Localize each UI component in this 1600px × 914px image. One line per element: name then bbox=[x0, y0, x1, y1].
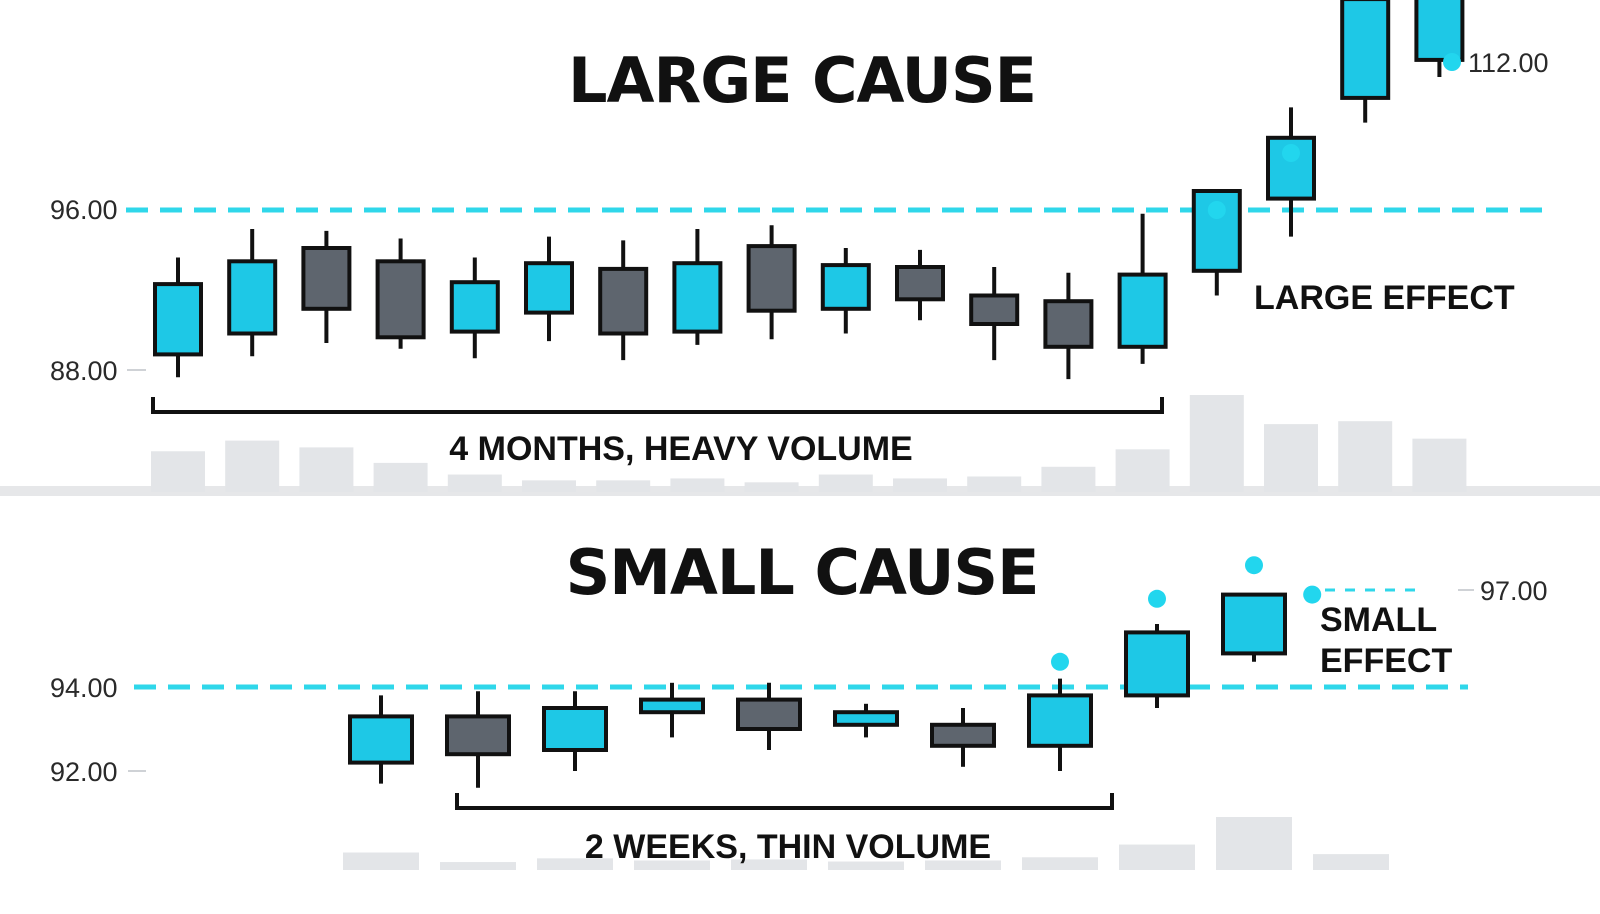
candle-body bbox=[746, 244, 797, 313]
volume-bar bbox=[522, 480, 576, 492]
breakout-marker-dot bbox=[1148, 589, 1166, 608]
candle-body bbox=[969, 293, 1020, 326]
chart-title: SMALL CAUSE bbox=[566, 536, 1039, 609]
volume-bar bbox=[670, 478, 725, 492]
candle-body bbox=[1117, 272, 1168, 349]
range-label: 4 MONTHS, HEAVY VOLUME bbox=[449, 430, 912, 468]
breakout-markers bbox=[1051, 556, 1322, 671]
breakout-marker-dot bbox=[1303, 585, 1322, 604]
candle-body bbox=[1043, 299, 1094, 349]
chart-title: LARGE CAUSE bbox=[568, 44, 1036, 117]
candle-body bbox=[1414, 0, 1465, 62]
range-bracket bbox=[151, 397, 1164, 414]
effect-label-line-2: EFFECT bbox=[1320, 642, 1452, 680]
volume-bar bbox=[299, 447, 354, 492]
chart-small-cause: 94.00 92.00 SMALL CAUSE 2 WEEKS, THIN VO… bbox=[50, 536, 1548, 870]
chart-large-cause: 96.00 88.00 LARGE CAUSE 4 MONTHS, HEAVY … bbox=[50, 0, 1552, 492]
candle-body bbox=[348, 714, 414, 765]
candle-body bbox=[445, 714, 511, 757]
candles bbox=[153, 0, 1465, 380]
volume-bars bbox=[151, 395, 1467, 492]
volume-bar bbox=[151, 451, 205, 492]
volume-bar bbox=[744, 482, 799, 492]
volume-bar bbox=[225, 440, 280, 492]
price-marker-dot bbox=[1443, 53, 1461, 71]
volume-bar bbox=[634, 860, 710, 870]
y-tick-88: 88.00 bbox=[50, 356, 146, 386]
y-tick-94: 94.00 bbox=[50, 673, 118, 703]
volume-bar bbox=[373, 462, 428, 492]
volume-bar bbox=[596, 480, 651, 492]
volume-bar bbox=[447, 474, 502, 492]
candle-body bbox=[227, 259, 278, 336]
volume-bar bbox=[343, 852, 419, 870]
candles bbox=[348, 592, 1287, 788]
y-tick-label: 94.00 bbox=[50, 673, 118, 703]
candle-body bbox=[524, 261, 574, 315]
volume-bar bbox=[537, 858, 613, 870]
candle-body bbox=[736, 697, 802, 731]
volume-bar bbox=[1216, 817, 1292, 870]
panel-divider bbox=[0, 486, 1600, 496]
candle-body bbox=[895, 265, 945, 302]
candle-body bbox=[301, 246, 352, 311]
candle-body bbox=[1340, 0, 1391, 100]
volume-bar bbox=[1041, 466, 1096, 492]
volume-bar bbox=[1022, 857, 1098, 870]
y-tick-92: 92.00 bbox=[50, 757, 146, 787]
candle-body bbox=[639, 697, 705, 715]
effect-label-line-1: SMALL bbox=[1320, 601, 1437, 639]
volume-bar bbox=[1115, 449, 1170, 492]
volume-bar bbox=[818, 474, 873, 492]
y-tick-96: 96.00 bbox=[50, 195, 118, 225]
volume-bars bbox=[343, 817, 1389, 870]
breakout-marker-dot bbox=[1207, 201, 1226, 219]
effect-label: LARGE EFFECT bbox=[1254, 279, 1515, 317]
volume-bar bbox=[1412, 438, 1467, 492]
breakout-marker-dot bbox=[1245, 556, 1263, 575]
price-marker: 97.00 bbox=[1458, 576, 1548, 606]
volume-bar bbox=[967, 476, 1022, 492]
candle-body bbox=[542, 706, 608, 752]
volume-bar bbox=[828, 861, 904, 870]
candle-body bbox=[598, 266, 649, 336]
volume-bar bbox=[440, 862, 516, 870]
range-bracket bbox=[455, 793, 1114, 810]
candle-body bbox=[153, 282, 203, 357]
volume-bar bbox=[893, 478, 947, 492]
breakout-marker-dot bbox=[1282, 144, 1300, 162]
y-tick-label: 92.00 bbox=[50, 757, 118, 787]
candle-body bbox=[375, 259, 426, 340]
candle-body bbox=[820, 263, 871, 311]
price-marker-label: 112.00 bbox=[1468, 48, 1549, 78]
candle-body bbox=[449, 280, 500, 334]
volume-bar bbox=[1119, 844, 1195, 870]
candle-body bbox=[1221, 592, 1287, 656]
volume-bar bbox=[1313, 854, 1389, 870]
candle-body bbox=[833, 710, 899, 727]
volume-bar bbox=[1189, 395, 1244, 492]
candle-body bbox=[672, 261, 723, 334]
volume-bar bbox=[1264, 424, 1318, 492]
volume-bar bbox=[1338, 421, 1393, 492]
candle-body bbox=[930, 722, 996, 748]
range-label: 2 WEEKS, THIN VOLUME bbox=[585, 828, 991, 866]
y-tick-label: 96.00 bbox=[50, 195, 118, 225]
price-marker-label: 97.00 bbox=[1480, 576, 1548, 606]
candle-body bbox=[1027, 693, 1093, 748]
volume-bar bbox=[731, 859, 807, 870]
y-tick-label: 88.00 bbox=[50, 356, 118, 386]
breakout-markers bbox=[1207, 144, 1300, 219]
candle-body bbox=[1124, 630, 1190, 698]
price-marker: 112.00 bbox=[1443, 48, 1549, 78]
volume-bar bbox=[925, 860, 1001, 870]
breakout-marker-dot bbox=[1051, 652, 1069, 671]
